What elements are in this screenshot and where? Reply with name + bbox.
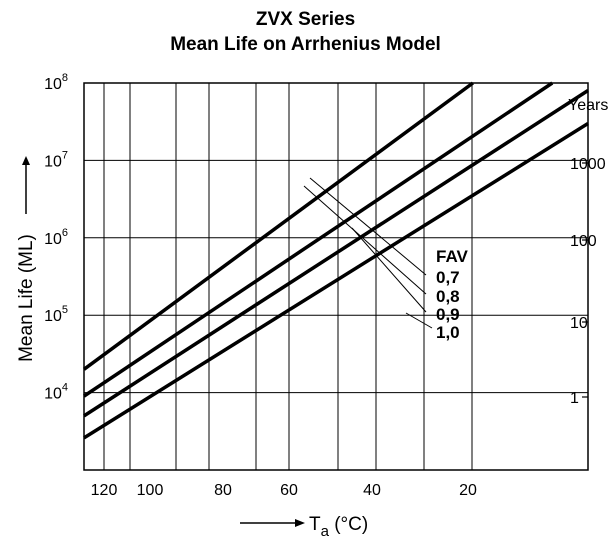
legend-label: 1,0 (436, 323, 460, 342)
leader-line (303, 185, 427, 295)
y2-tick-label: 10 (570, 315, 588, 332)
legend-label: 0,9 (436, 305, 460, 324)
x-tick-label: 100 (137, 482, 164, 499)
tick-labels: 120 100 80 60 40 20 104 105 106 107 108 1 10 100 1000 (44, 72, 606, 499)
y2-tick-label: 1 (570, 390, 579, 407)
y2-axis-label: Years (568, 97, 608, 114)
x-axis-label-text: Ta (°C) (309, 514, 368, 540)
grid (84, 83, 588, 470)
x-axis-label: Ta (°C) (240, 514, 368, 540)
y-tick-label: 108 (44, 72, 68, 93)
series-line (83, 89, 589, 418)
leader-line (351, 227, 427, 313)
chart-title: ZVX Series (255, 9, 356, 30)
legend-label: 0,7 (436, 268, 460, 287)
x-tick-label: 80 (214, 482, 232, 499)
y-axis-arrow-head (22, 156, 30, 165)
y-tick-label: 104 (44, 382, 68, 403)
y-tick-label: 106 (44, 227, 68, 248)
series-line (83, 81, 554, 398)
x-tick-label: 120 (91, 482, 118, 499)
chart-subtitle: Mean Life on Arrhenius Model (170, 34, 441, 55)
series-line (83, 121, 589, 440)
leader-line (309, 177, 427, 276)
x-tick-label: 40 (363, 482, 381, 499)
plot-frame (83, 82, 589, 471)
x-tick-label: 60 (280, 482, 298, 499)
legend: FAV 0,70,80,91,0 (303, 177, 468, 342)
y-tick-label: 107 (44, 149, 68, 170)
legend-label: 0,8 (436, 287, 460, 306)
x-tick-label: 20 (459, 482, 477, 499)
y-tick-label: 105 (44, 304, 68, 325)
y-axis-label-text: Mean Life (ML) (16, 234, 37, 362)
x-axis-arrow-head (295, 519, 305, 527)
series-line (82, 81, 474, 371)
leader-line (405, 312, 433, 329)
series-layer (82, 81, 589, 440)
y2-tick-label: 1000 (570, 156, 606, 173)
y2-tick-label: 100 (570, 233, 597, 250)
legend-title: FAV (436, 247, 468, 266)
y-axis-label: Mean Life (ML) (16, 156, 37, 362)
